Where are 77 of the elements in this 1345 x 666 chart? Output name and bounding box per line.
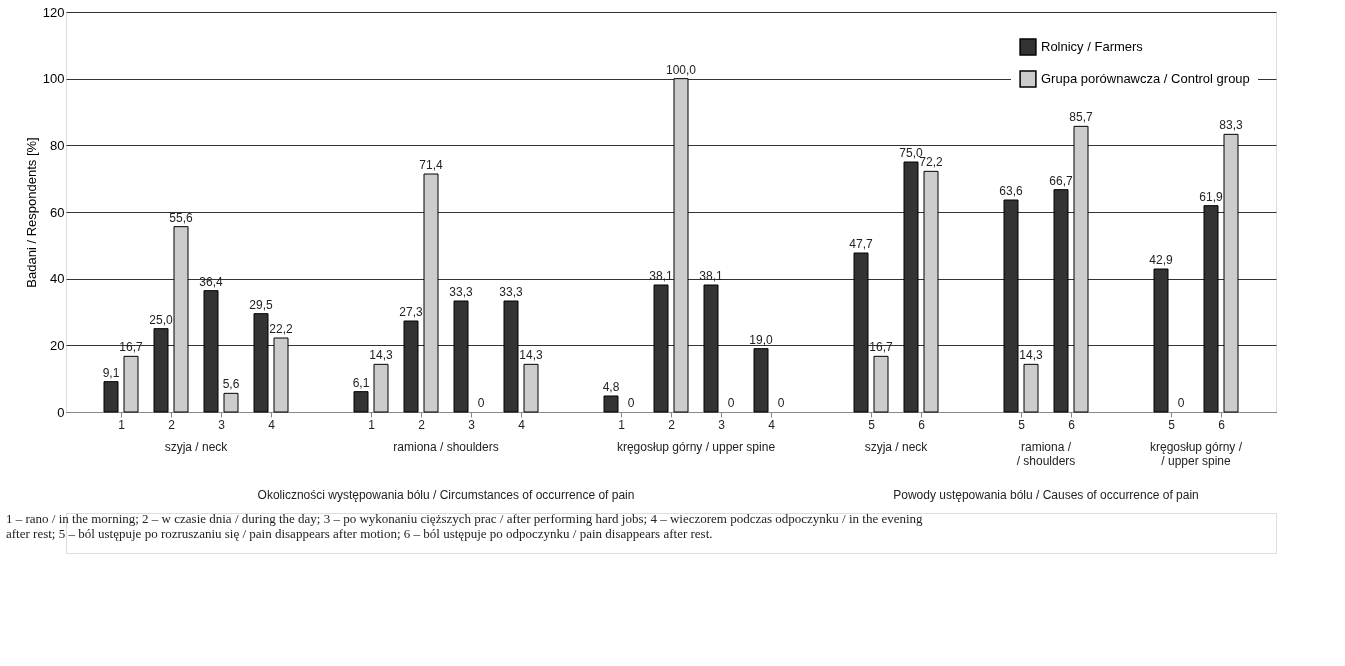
- x-tick-label: 4: [768, 417, 776, 432]
- bar: [123, 355, 139, 413]
- text: ramiona / / shoulders: [1016, 440, 1076, 468]
- data-label: 14,3: [1019, 348, 1043, 363]
- x-tick-label: 3: [218, 417, 226, 432]
- data-label: 0: [477, 396, 485, 410]
- y-axis-title: Badani / Respondents [%]: [23, 137, 39, 288]
- bar: [1023, 363, 1039, 413]
- bar: [603, 395, 619, 413]
- x-tick-label: 3: [468, 417, 476, 432]
- x-tick-label: 5: [868, 417, 876, 432]
- x-tick-label: 1: [618, 417, 626, 432]
- data-label: 29,5: [249, 297, 273, 312]
- bar: [523, 363, 539, 413]
- data-label: 19,0: [749, 332, 773, 347]
- data-label: 66,7: [1049, 173, 1073, 188]
- bar: [223, 392, 239, 413]
- x-tick-label: 1: [118, 417, 126, 432]
- bar: [353, 391, 369, 413]
- x-tick-label: 5: [1018, 417, 1026, 432]
- y-tick-label: 0: [57, 404, 65, 420]
- y-tick-label: 120: [42, 4, 65, 20]
- data-label: 47,7: [849, 237, 873, 251]
- text: kręgosłup górny / / upper spine: [1149, 440, 1243, 468]
- text: szyja / neck: [864, 440, 929, 454]
- data-label: 0: [627, 396, 635, 410]
- data-label: 27,3: [399, 305, 423, 319]
- text: Powody ustępowania bólu / Causes of occurrence of pain: [893, 488, 1199, 502]
- x-tick-label: 6: [918, 417, 926, 432]
- data-label: 6,1: [352, 375, 370, 390]
- y-tick-label: 100: [42, 71, 65, 87]
- x-tick-label: 4: [518, 417, 526, 432]
- data-label: 55,6: [169, 210, 193, 225]
- legend-label: Grupa porównawcza / Control group: [1041, 71, 1250, 86]
- data-label: 42,9: [1149, 253, 1173, 267]
- x-tick-label: 6: [1068, 417, 1076, 432]
- x-tick-label: 3: [718, 417, 726, 432]
- x-tick-label: 6: [1218, 417, 1226, 432]
- x-tick-label: 4: [268, 417, 276, 432]
- text: kręgosłup górny / upper spine: [616, 440, 776, 454]
- data-label: 14,3: [369, 348, 393, 363]
- data-label: 71,4: [419, 158, 443, 172]
- data-label: 85,7: [1069, 110, 1093, 125]
- bar: [373, 363, 389, 413]
- data-label: 61,9: [1199, 189, 1223, 204]
- x-tick-label: 2: [168, 417, 176, 432]
- data-label: 0: [1177, 396, 1185, 410]
- y-tick-label: 80: [50, 137, 65, 153]
- y-tick-label: 40: [50, 271, 65, 287]
- x-tick-label: 1: [368, 417, 376, 432]
- y-tick-label: 20: [50, 337, 65, 353]
- data-label: 25,0: [149, 312, 173, 327]
- data-label: 14,3: [519, 348, 543, 363]
- bar: [753, 348, 769, 413]
- text: ramiona / shoulders: [393, 440, 499, 454]
- legend-label: Rolnicy / Farmers: [1041, 39, 1144, 54]
- data-label: 33,3: [449, 285, 473, 299]
- data-label: 63,6: [999, 184, 1023, 198]
- y-tick-label: 60: [50, 204, 65, 220]
- data-label: 22,2: [269, 322, 293, 336]
- x-tick-label: 5: [1168, 417, 1176, 432]
- data-label: 4,8: [602, 380, 620, 394]
- bar: [103, 381, 119, 413]
- data-label: 75,0: [899, 146, 923, 160]
- data-label: 100,0: [665, 62, 697, 77]
- x-tick-label: 2: [418, 417, 426, 432]
- x-tick-label: 2: [668, 417, 676, 432]
- text: 1 – rano / in the morning; 2 – w czasie dnia / during the day; 3 – po wykonaniu cięższych prac / after performing hard jobs; 4 – wieczorem podczas odpoczynku / in the evening after rest; 5 – ból ustępuje po rozruszaniu się / pain disappears after motion; 6 – ból ustępuje po odpoczynku / pain disappears after rest.: [6, 511, 924, 541]
- data-label: 0: [727, 396, 735, 410]
- data-label: 83,3: [1219, 118, 1243, 133]
- data-label: 33,3: [499, 285, 523, 299]
- data-label: 5,6: [222, 377, 240, 392]
- data-label: 0: [777, 396, 785, 410]
- text: szyja / neck: [164, 440, 229, 454]
- text: Okoliczności występowania bólu / Circumstances of occurrence of pain: [257, 488, 635, 502]
- data-label: 9,1: [102, 365, 120, 380]
- bar: [873, 355, 889, 413]
